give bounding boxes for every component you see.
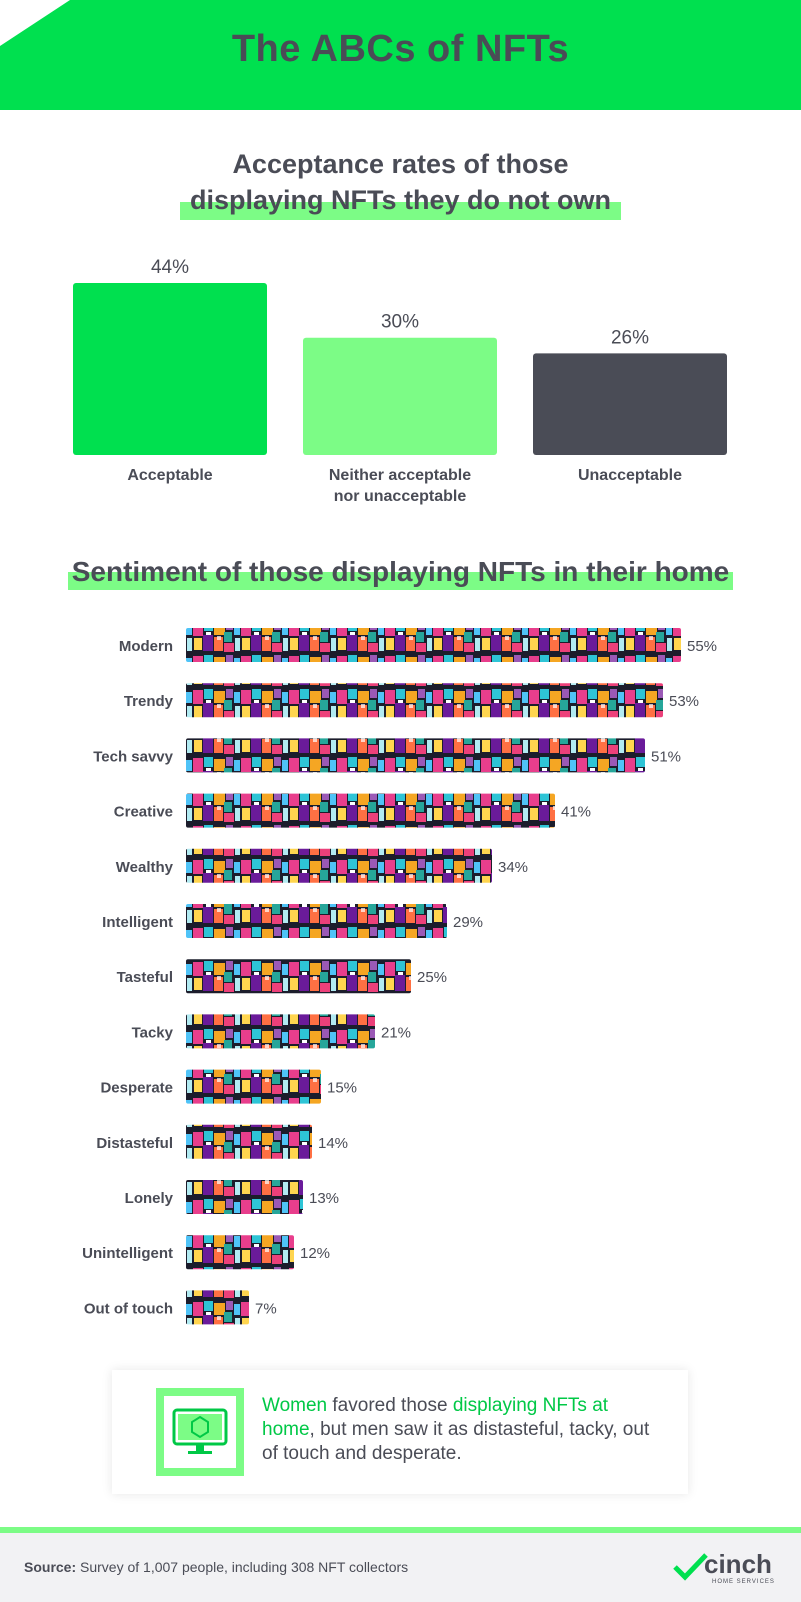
- title-line-1: Acceptance rates of those: [232, 149, 569, 179]
- sentiment-category-label: Out of touch: [84, 1300, 173, 1317]
- sentiment-value-label: 25%: [417, 969, 447, 986]
- source-note: Source: Survey of 1,007 people, includin…: [24, 1559, 408, 1575]
- callout-highlight-display: displaying NFTs at home: [262, 1395, 609, 1440]
- title-highlight: [180, 202, 621, 220]
- sentiment-category-label: Desperate: [100, 1080, 173, 1097]
- sentiment-bar: [186, 1180, 303, 1214]
- acceptance-category-label: Unacceptable: [577, 467, 683, 484]
- header-banner: The ABCs of NFTs: [0, 0, 801, 110]
- acceptance-value-label: 30%: [381, 312, 419, 333]
- sentiment-bar: [186, 1290, 249, 1325]
- sentiment-bar: [186, 738, 645, 773]
- sentiment-category-label: Wealthy: [116, 859, 174, 876]
- sentiment-value-label: 14%: [318, 1135, 348, 1152]
- sentiment-bar: [186, 959, 411, 994]
- title-highlight-2: [67, 572, 734, 590]
- sentiment-value-label: 51%: [651, 748, 681, 765]
- sentiment-category-label: Lonely: [125, 1190, 174, 1207]
- page-title: The ABCs of NFTs: [231, 28, 570, 70]
- sentiment-category-label: Unintelligent: [82, 1245, 173, 1262]
- acceptance-bars-svg: 44% 30% 26%: [73, 257, 727, 455]
- sentiment-value-label: 15%: [327, 1080, 357, 1097]
- sentiment-category-label: Creative: [114, 804, 173, 821]
- callout-text-2: favored those: [327, 1395, 453, 1416]
- acceptance-category-label: Acceptable: [127, 467, 213, 484]
- sentiment-category-label: Trendy: [124, 693, 174, 710]
- sentiment-bar: [186, 1014, 375, 1049]
- callout-text-4: , but men saw it as distasteful, tacky, …: [262, 1419, 650, 1464]
- sentiment-bar: [186, 1235, 294, 1270]
- sentiment-category-label: Tacky: [132, 1024, 174, 1041]
- acceptance-chart-title: Acceptance rates of those displaying NFT…: [0, 146, 801, 220]
- cinch-logo: cinch HOME SERVICES: [672, 1549, 782, 1593]
- acceptance-bar: [303, 337, 497, 455]
- sentiment-value-label: 53%: [669, 693, 699, 710]
- sentiment-category-label: Intelligent: [102, 914, 173, 931]
- sentiment-value-label: 34%: [498, 859, 528, 876]
- key-finding-callout: Women favored those displaying NFTs at h…: [112, 1370, 688, 1494]
- sentiment-value-label: 7%: [255, 1300, 277, 1317]
- checkmark-icon: [673, 1553, 708, 1581]
- title-line-2: displaying NFTs they do not own: [190, 185, 611, 215]
- sentiment-category-label: Modern: [119, 638, 173, 655]
- acceptance-category-label: Neither acceptable nor unacceptable: [328, 467, 472, 505]
- sentiment-bar: [186, 1069, 321, 1104]
- source-text: Survey of 1,007 people, including 308 NF…: [76, 1559, 409, 1575]
- callout-highlight-women: Women: [262, 1395, 328, 1416]
- sentiment-value-label: 21%: [381, 1024, 411, 1041]
- sentiment-bar-chart: Modern 55% Trendy 53% Tech savvy 51% Creative 4…: [0, 620, 801, 1340]
- acceptance-bar-chart: 44% 30% 26% Acceptable Neither acceptable no…: [0, 240, 801, 520]
- sentiment-bar: [186, 793, 555, 828]
- acceptance-value-label: 26%: [611, 327, 649, 348]
- acceptance-value-label: 44%: [151, 257, 189, 278]
- callout-text: Women favored those displaying NFTs at h…: [262, 1394, 662, 1466]
- sentiment-bar: [186, 683, 663, 718]
- sentiment-value-label: 41%: [561, 804, 591, 821]
- sentiment-category-label: Tasteful: [117, 969, 173, 986]
- sentiment-category-label: Distasteful: [96, 1135, 173, 1152]
- monitor-nft-icon: [156, 1388, 244, 1476]
- brand-name: cinch: [704, 1549, 772, 1579]
- sentiment-category-label: Tech savvy: [93, 748, 173, 765]
- sentiment-value-label: 29%: [453, 914, 483, 931]
- footer-divider: [0, 1527, 801, 1533]
- acceptance-bar: [533, 353, 727, 455]
- brand-subtitle: HOME SERVICES: [712, 1579, 775, 1585]
- sentiment-bars-svg: Modern 55% Trendy 53% Tech savvy 51% Creative 4…: [82, 628, 717, 1325]
- sentiment-value-label: 12%: [300, 1245, 330, 1262]
- sentiment-bar: [186, 628, 681, 662]
- sentiment-bar: [186, 1124, 312, 1159]
- sentiment-bar: [186, 904, 447, 938]
- sentiment-title-text: Sentiment of those displaying NFTs in th…: [71, 556, 730, 587]
- sentiment-bar: [186, 848, 492, 883]
- corner-accent: [0, 0, 70, 46]
- sentiment-chart-title: Sentiment of those displaying NFTs in th…: [0, 556, 801, 590]
- sentiment-value-label: 55%: [687, 638, 717, 655]
- sentiment-value-label: 13%: [309, 1190, 339, 1207]
- footer: Source: Survey of 1,007 people, includin…: [0, 1533, 801, 1602]
- source-label: Source:: [24, 1559, 77, 1575]
- acceptance-bar: [73, 283, 267, 455]
